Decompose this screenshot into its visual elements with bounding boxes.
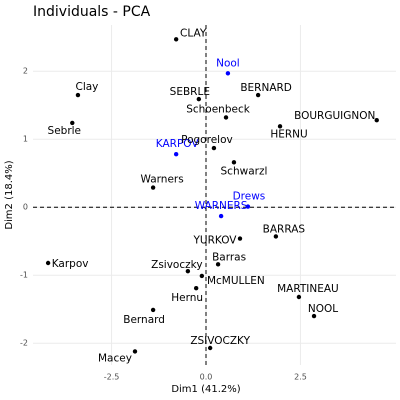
point [199,273,205,279]
point [70,120,75,126]
point [231,160,237,165]
point [193,285,199,291]
point [132,349,138,354]
y-tick-label: 0 [23,203,28,212]
x-tick-label: -2.5 [104,373,120,382]
point [185,268,191,274]
point [218,213,224,219]
point-label: Barras [212,251,246,263]
y-tick-label: 1 [23,135,28,144]
point [45,260,51,266]
y-tick-label: 2 [23,67,28,76]
point [173,152,179,157]
point-label: Pogorelov [181,134,233,146]
point [75,92,81,98]
point-label: Bernard [123,314,165,326]
point [311,313,317,319]
y-tick-label: -1 [20,271,28,280]
point [150,307,156,313]
point-label: ZSIVOCZKY [190,335,250,347]
x-tick-label: 2.5 [294,373,307,382]
point [255,92,261,98]
point-label: MARTINEAU [277,283,339,295]
point [273,234,279,239]
point-label: NOOL [308,303,338,315]
point-label: HERNU [270,128,307,140]
point-label: Drews [233,191,266,203]
point [237,236,243,241]
point [211,145,217,151]
point-label: Clay [75,81,98,93]
point [207,345,213,351]
point-label: Schoenbeck [186,103,251,115]
chart-title: Individuals - PCA [33,4,151,20]
x-tick-label: 0.0 [200,373,213,382]
x-axis-label: Dim1 (41.2%) [171,384,240,395]
point-label: WARNERS [195,200,248,212]
point-label: Warners [141,174,184,186]
point-label: Nool [216,57,240,69]
point-label: Karpov [52,258,89,270]
point [374,118,379,123]
point-label: Schwarzl [221,165,268,177]
point [223,115,229,120]
point-label: Zsivoczky [151,259,202,271]
point-label: BOURGUIGNON [294,110,375,122]
point-label: BERNARD [240,82,292,94]
y-tick-label: -2 [20,339,28,348]
point-label: Macey [98,352,132,364]
point [150,185,156,190]
point-label: Sebrle [48,125,81,137]
point [296,294,302,300]
point [245,204,251,209]
point-label: YURKOV [193,235,238,247]
point-label: McMULLEN [207,275,265,287]
point [196,96,202,102]
point [173,37,179,42]
point [215,262,221,267]
point-label: BARRAS [263,223,306,235]
point-label: KARPOV [156,138,200,150]
point-label: CLAY [180,27,207,39]
point-label: SEBRLE [170,86,210,98]
point-label: Hernu [171,292,203,304]
point [277,124,283,129]
point [225,71,231,76]
y-axis-label: Dim2 (18.4%) [4,160,15,229]
